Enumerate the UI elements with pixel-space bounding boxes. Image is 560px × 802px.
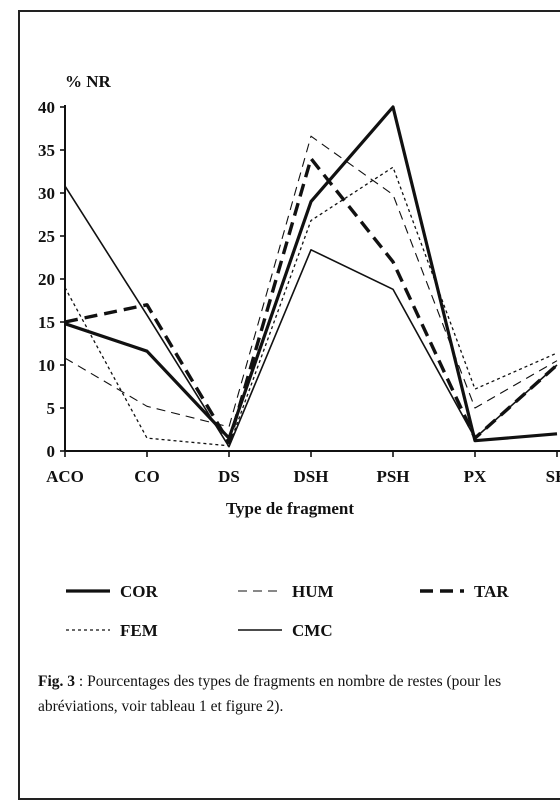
- y-tick-label: 5: [47, 399, 56, 418]
- y-tick-label: 30: [38, 184, 55, 203]
- chart-legend: COR HUM TAR FEM CMC: [66, 582, 509, 640]
- legend-label-tar: TAR: [474, 582, 509, 601]
- y-tick-label: 10: [38, 356, 55, 375]
- series-line-cmc: [65, 186, 557, 447]
- series-line-hum: [65, 136, 557, 427]
- x-tick-label: DSH: [294, 467, 329, 486]
- series-line-fem: [65, 167, 557, 446]
- legend-label-cmc: CMC: [292, 621, 333, 640]
- y-tick-label: 20: [38, 270, 55, 289]
- chart-axes: 0 5 10 15 20 25 30 35 40 ACO CO DS DSH PSH PX SH % NR Typ…: [38, 72, 560, 518]
- x-tick-label: CO: [134, 467, 160, 486]
- caption-label: Fig. 3: [38, 673, 75, 690]
- series-line-cor: [65, 107, 557, 441]
- x-tick-label: ACO: [46, 467, 84, 486]
- figure-caption: Fig. 3 : Pourcentages des types de fragm…: [38, 669, 558, 719]
- x-tick-label: DS: [218, 467, 240, 486]
- y-tick-label: 15: [38, 313, 55, 332]
- y-tick-label: 40: [38, 98, 55, 117]
- y-tick-label: 0: [47, 442, 56, 461]
- legend-label-cor: COR: [120, 582, 159, 601]
- legend-label-hum: HUM: [292, 582, 334, 601]
- y-tick-label: 35: [38, 141, 55, 160]
- x-tick-label: SH: [546, 467, 560, 486]
- legend-label-fem: FEM: [120, 621, 158, 640]
- chart-series: [65, 107, 557, 447]
- y-axis-title: % NR: [65, 72, 112, 91]
- x-axis-title: Type de fragment: [226, 499, 354, 518]
- caption-text: : Pourcentages des types de fragments en…: [38, 673, 501, 715]
- y-tick-label: 25: [38, 227, 55, 246]
- x-tick-label: PSH: [376, 467, 409, 486]
- x-tick-label: PX: [464, 467, 487, 486]
